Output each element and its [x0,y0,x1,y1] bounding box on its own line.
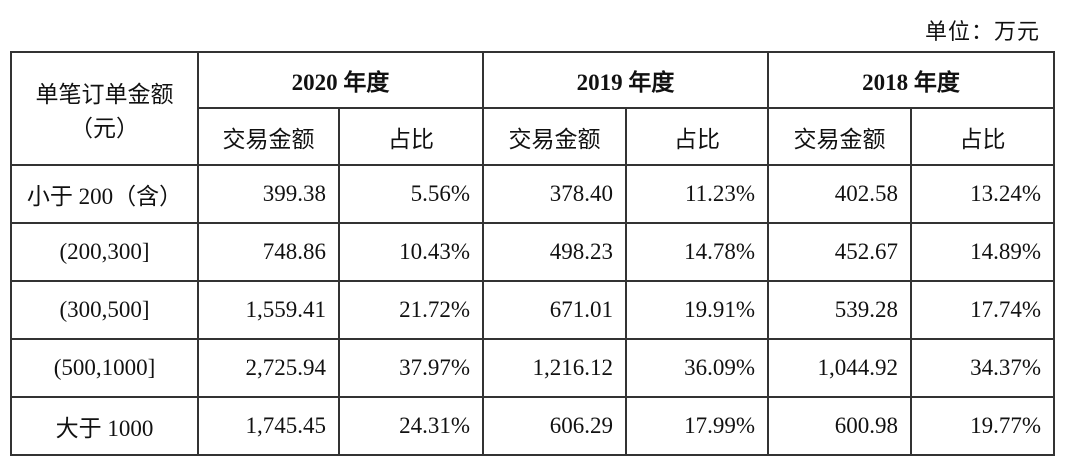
subheader: 占比 [910,107,1055,166]
data-cell: 2,725.94 [197,338,340,398]
data-cell: 452.67 [767,222,912,282]
corner-cell: 单笔订单金额 （元） [10,51,199,166]
data-row: (300,500] 1,559.41 21.72% 671.01 19.91% 539.2… [10,280,1055,340]
subheader: 占比 [625,107,769,166]
data-cell: 13.24% [910,164,1055,224]
data-cell: 37.97% [338,338,484,398]
row-label: (300,500] [10,280,199,340]
data-cell: 14.89% [910,222,1055,282]
year-header: 2020 年度 [197,51,484,109]
data-cell: 1,559.41 [197,280,340,340]
data-cell: 539.28 [767,280,912,340]
row-label: (200,300] [10,222,199,282]
subheader-row: 交易金额 占比 交易金额 占比 交易金额 占比 [11,107,1055,166]
data-cell: 671.01 [482,280,627,340]
data-cell: 606.29 [482,396,627,456]
data-cell: 1,044.92 [767,338,912,398]
row-label: 小于 200（含） [10,164,199,224]
subheader: 交易金额 [767,107,912,166]
data-cell: 36.09% [625,338,769,398]
data-cell: 748.86 [197,222,340,282]
row-label: (500,1000] [10,338,199,398]
data-cell: 19.77% [910,396,1055,456]
data-cell: 600.98 [767,396,912,456]
subheader: 交易金额 [197,107,340,166]
data-cell: 17.74% [910,280,1055,340]
year-header: 2018 年度 [767,51,1055,109]
data-cell: 1,745.45 [197,396,340,456]
data-cell: 5.56% [338,164,484,224]
data-cell: 34.37% [910,338,1055,398]
data-cell: 19.91% [625,280,769,340]
data-row: (200,300] 748.86 10.43% 498.23 14.78% 452.67 1… [10,222,1055,282]
data-row: (500,1000] 2,725.94 37.97% 1,216.12 36.09% 1,… [10,338,1055,398]
data-cell: 402.58 [767,164,912,224]
data-row: 小于 200（含） 399.38 5.56% 378.40 11.23% 402.58 13… [10,164,1055,224]
data-table: 单笔订单金额 （元） 2020 年度 2019 年度 2018 年度 交易金额 占比 交易金额… [10,51,1055,456]
data-cell: 10.43% [338,222,484,282]
data-cell: 11.23% [625,164,769,224]
data-row: 大于 1000 1,745.45 24.31% 606.29 17.99% 600.98 1… [10,396,1055,456]
subheader: 交易金额 [482,107,627,166]
header-row: 单笔订单金额 （元） 2020 年度 2019 年度 2018 年度 [10,51,1055,166]
unit-label: 单位：万元 [924,19,1040,44]
data-cell: 498.23 [482,222,627,282]
data-cell: 1,216.12 [482,338,627,398]
corner-text: （元） [70,115,139,141]
row-label: 大于 1000 [10,396,199,456]
data-cell: 14.78% [625,222,769,282]
data-cell: 24.31% [338,396,484,456]
data-cell: 378.40 [482,164,627,224]
data-cell: 399.38 [197,164,340,224]
data-cell: 21.72% [338,280,484,340]
year-header: 2019 年度 [482,51,769,109]
data-cell: 17.99% [625,396,769,456]
corner-text: 单笔订单金额 [35,81,174,107]
subheader: 占比 [338,107,484,166]
